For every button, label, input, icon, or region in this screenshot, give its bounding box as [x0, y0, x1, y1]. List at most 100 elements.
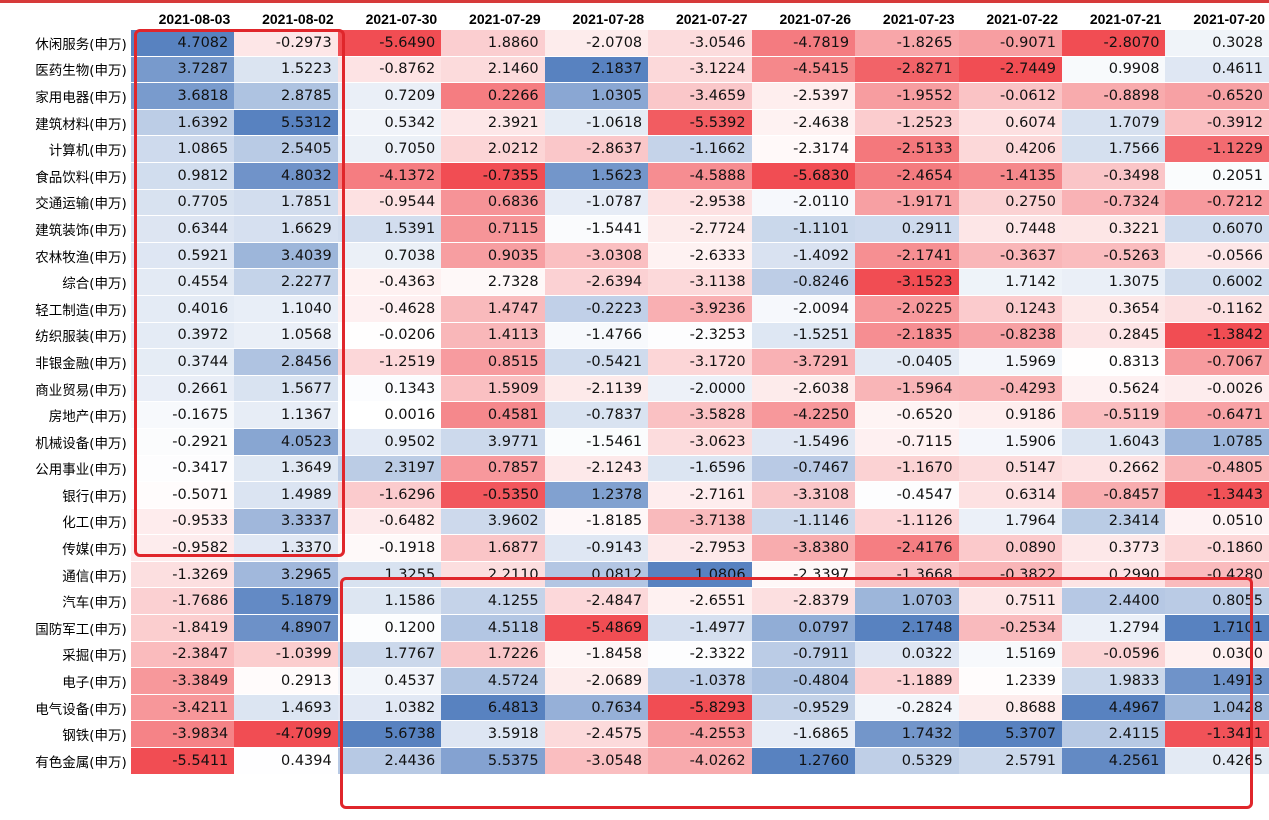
value-cell: 0.3773 — [1062, 534, 1166, 562]
value-cell: 0.9502 — [337, 428, 442, 456]
table-row: 房地产(申万) -0.1675 1.1367 0.0016 0.4581 -0.7837-… — [0, 401, 1269, 429]
column-header: 2021-08-02 — [262, 11, 334, 27]
value-cell: -0.0612 — [958, 82, 1063, 110]
value-cell: 1.7566 — [1062, 135, 1166, 163]
value-cell: 0.5147 — [958, 455, 1063, 483]
value-cell: 2.8456 — [234, 348, 338, 376]
row-label: 休闲服务(申万) — [0, 30, 131, 57]
value-cell: -0.9582 — [130, 534, 235, 562]
value-cell: -2.5133 — [855, 135, 959, 163]
value-cell: 1.0703 — [855, 587, 959, 616]
value-cell: 0.7448 — [958, 215, 1063, 243]
table-row: 通信(申万) -1.3269 3.2965 1.3255 2.2110 0.0812 1.0… — [0, 561, 1269, 589]
row-label: 电子(申万) — [0, 667, 131, 695]
value-cell: -3.9236 — [648, 295, 752, 323]
value-cell: 1.7226 — [441, 641, 545, 669]
value-cell: 2.4436 — [337, 747, 442, 775]
value-cell: 0.2911 — [855, 215, 959, 243]
value-cell: 0.7511 — [958, 587, 1063, 616]
value-cell: -1.3269 — [130, 561, 235, 589]
value-cell: 0.2051 — [1165, 162, 1269, 190]
value-cell: 2.2110 — [441, 561, 545, 589]
table-row: 家用电器(申万) 3.6818 2.8785 0.7209 0.2266 1.0305 -3… — [0, 82, 1269, 110]
value-cell: 3.5918 — [441, 720, 545, 749]
table-row: 银行(申万) -0.5071 1.4989 -1.6296 -0.5350 1.2378-… — [0, 481, 1269, 509]
value-cell: -1.0378 — [648, 667, 752, 695]
value-cell: 4.1255 — [441, 587, 545, 616]
value-cell: -0.8898 — [1062, 82, 1166, 110]
value-cell: -2.7161 — [648, 481, 752, 509]
row-label: 医药生物(申万) — [0, 56, 131, 84]
value-cell: 0.0890 — [958, 534, 1063, 562]
value-cell: -2.8271 — [855, 56, 959, 84]
value-cell: -3.3108 — [751, 481, 856, 509]
value-cell: -5.5411 — [130, 747, 235, 775]
value-cell: 0.1343 — [337, 375, 442, 403]
value-cell: -0.0026 — [1165, 375, 1269, 403]
value-cell: -0.5071 — [130, 481, 235, 509]
value-cell: -1.1101 — [751, 215, 856, 243]
table-row: 商业贸易(申万) 0.2661 1.5677 0.1343 1.5909 -2.1139-… — [0, 375, 1269, 403]
value-cell: 0.8055 — [1165, 587, 1269, 616]
value-cell: -0.5119 — [1062, 401, 1166, 429]
value-cell: 2.2277 — [234, 268, 338, 296]
value-cell: -0.3498 — [1062, 162, 1166, 190]
value-cell: 0.7038 — [337, 242, 442, 270]
value-cell: -1.4092 — [751, 242, 856, 270]
value-cell: 0.1243 — [958, 295, 1063, 323]
value-cell: -2.4654 — [855, 162, 959, 190]
value-cell: -4.5415 — [751, 56, 856, 84]
value-cell: -4.1372 — [337, 162, 442, 190]
value-cell: -1.3443 — [1165, 481, 1269, 509]
value-cell: 2.5405 — [234, 135, 338, 163]
value-cell: 0.2845 — [1062, 322, 1166, 350]
value-cell: 0.3221 — [1062, 215, 1166, 243]
value-cell: -0.3912 — [1165, 109, 1269, 137]
value-cell: 0.0797 — [751, 614, 856, 642]
value-cell: -1.3842 — [1165, 322, 1269, 350]
value-cell: -2.4176 — [855, 534, 959, 562]
value-cell: 1.3255 — [337, 561, 442, 589]
value-cell: -5.8293 — [648, 694, 752, 722]
value-cell: 1.3649 — [234, 455, 338, 483]
value-cell: 1.5969 — [958, 348, 1063, 376]
table-row: 休闲服务(申万) 4.7082 -0.2973 -5.6490 1.8860 -2.070… — [0, 30, 1269, 57]
value-cell: 3.9602 — [441, 508, 545, 536]
value-cell: 0.7857 — [441, 455, 545, 483]
value-cell: -0.0206 — [337, 322, 442, 350]
value-cell: -3.0623 — [648, 428, 752, 456]
value-cell: 0.7209 — [337, 82, 442, 110]
value-cell: 0.0510 — [1165, 508, 1269, 536]
value-cell: 1.7432 — [855, 720, 959, 749]
value-cell: 0.4265 — [1165, 747, 1269, 775]
value-cell: -0.1860 — [1165, 534, 1269, 562]
value-cell: 1.4693 — [234, 694, 338, 722]
value-cell: -1.6596 — [648, 455, 752, 483]
value-cell: -0.0596 — [1062, 641, 1166, 669]
value-cell: 0.3654 — [1062, 295, 1166, 323]
value-cell: -2.3322 — [648, 641, 752, 669]
value-cell: 0.6074 — [958, 109, 1063, 137]
value-cell: 4.4967 — [1062, 694, 1166, 722]
value-cell: -2.3397 — [751, 561, 856, 589]
value-cell: -3.3849 — [130, 667, 235, 695]
value-cell: -2.1139 — [544, 375, 649, 403]
value-cell: 1.0568 — [234, 322, 338, 350]
value-cell: -1.6296 — [337, 481, 442, 509]
value-cell: 1.2339 — [958, 667, 1063, 695]
value-cell: -0.2973 — [234, 30, 338, 57]
column-header: 2021-07-29 — [469, 11, 541, 27]
value-cell: 2.3197 — [337, 455, 442, 483]
table-row: 有色金属(申万) -5.5411 0.4394 2.4436 5.5375 -3.0548… — [0, 747, 1269, 775]
table-row: 食品饮料(申万) 0.9812 4.8032 -4.1372 -0.7355 1.5623… — [0, 162, 1269, 190]
value-cell: -2.6038 — [751, 375, 856, 403]
value-cell: -1.5441 — [544, 215, 649, 243]
value-cell: 1.7767 — [337, 641, 442, 669]
value-cell: -0.9529 — [751, 694, 856, 722]
value-cell: 1.4747 — [441, 295, 545, 323]
value-cell: -2.6333 — [648, 242, 752, 270]
value-cell: -0.9071 — [958, 30, 1063, 57]
value-cell: -1.8458 — [544, 641, 649, 669]
value-cell: 0.4581 — [441, 401, 545, 429]
value-cell: 5.6738 — [337, 720, 442, 749]
